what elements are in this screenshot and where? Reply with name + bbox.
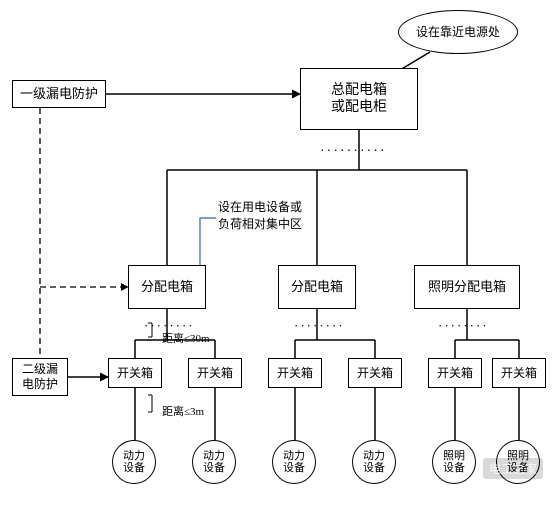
node-main-panel: 总配电箱 或配电柜: [300, 68, 418, 130]
node-switch-b1: 开关箱: [268, 358, 322, 388]
diagram-connectors: [0, 0, 553, 507]
dots-under-dist-a: ········: [144, 318, 195, 334]
node-equip-b1: 动力 设备: [272, 440, 316, 484]
node-equip-a1: 动力 设备: [112, 440, 156, 484]
node-switch-a2: 开关箱: [188, 358, 242, 388]
node-equip-c1: 照明 设备: [432, 440, 476, 484]
node-level1-protect: 一级漏电防护: [12, 80, 106, 108]
node-equip-a2: 动力 设备: [192, 440, 236, 484]
annotation-near-load: 设在用电设备或 负荷相对集中区: [218, 198, 302, 232]
node-switch-c1: 开关箱: [428, 358, 482, 388]
callout-note: 设在靠近电源处: [398, 10, 518, 54]
node-dist-c: 照明分配电箱: [414, 265, 520, 309]
annotation-dist-3m: 距离≤3m: [162, 403, 204, 419]
node-level2-protect: 二级漏 电防护: [12, 358, 68, 396]
watermark: 电工之家: [483, 458, 543, 479]
node-switch-c2: 开关箱: [492, 358, 546, 388]
node-switch-b2: 开关箱: [348, 358, 402, 388]
node-equip-b2: 动力 设备: [352, 440, 396, 484]
node-switch-a1: 开关箱: [108, 358, 162, 388]
dots-under-dist-c: ········: [438, 318, 489, 334]
dots-under-main: ··········: [320, 144, 387, 160]
dots-under-dist-b: ········: [294, 318, 345, 334]
node-dist-a: 分配电箱: [128, 265, 206, 309]
node-dist-b: 分配电箱: [278, 265, 356, 309]
